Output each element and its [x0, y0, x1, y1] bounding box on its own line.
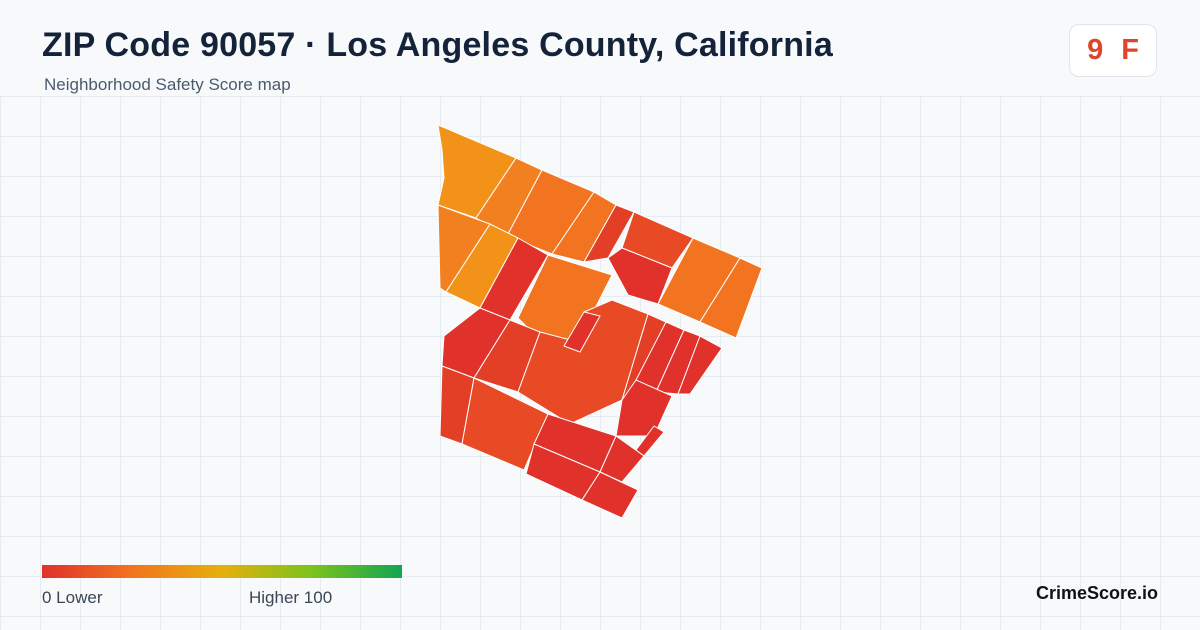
legend-high-label: Higher 100: [249, 588, 333, 607]
neighborhood-blocks: [437, 124, 763, 519]
map-block: [607, 247, 673, 305]
map-block: [699, 257, 763, 339]
map-block: [677, 335, 723, 395]
score-grade: F: [1121, 34, 1139, 66]
map-block: [563, 311, 601, 353]
map-block: [581, 471, 639, 519]
page-title: ZIP Code 90057 · Los Angeles County, Cal…: [42, 26, 833, 64]
legend-low-label: 0 Lower: [42, 588, 103, 607]
safety-score-badge: 9 F: [1069, 24, 1157, 77]
score-value: 9: [1087, 34, 1104, 66]
legend-gradient-bar: [42, 565, 402, 578]
map-block: [615, 379, 673, 437]
brand-logo-text: CrimeScore.io: [1036, 583, 1159, 603]
page-subtitle: Neighborhood Safety Score map: [44, 75, 291, 94]
map-block: [461, 377, 549, 471]
